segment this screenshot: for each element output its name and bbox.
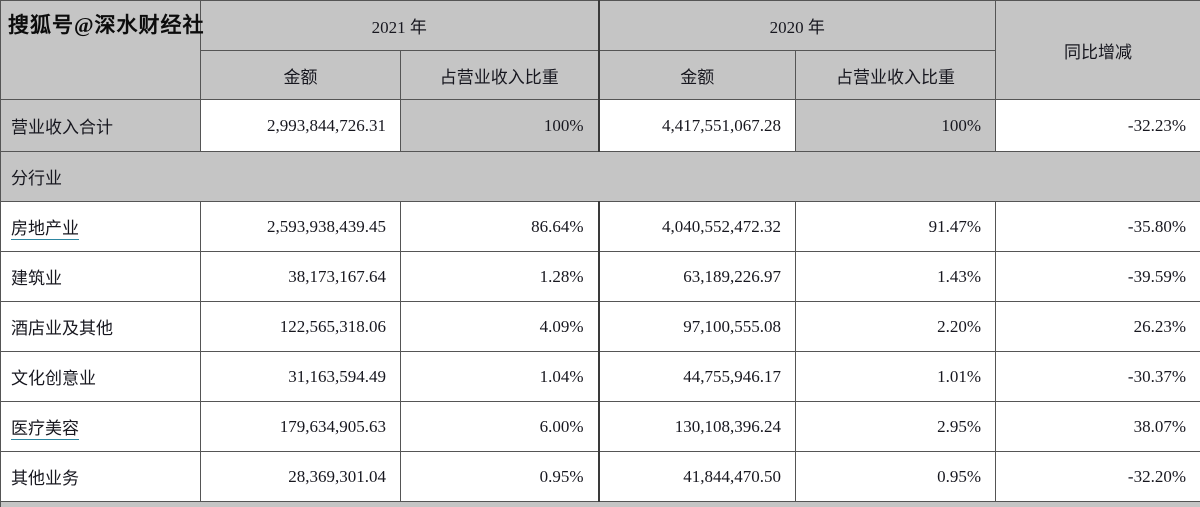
table-row-construction: 建筑业 38,173,167.64 1.28% 63,189,226.97 1.…: [0, 251, 1200, 302]
amount-2021: 2,593,938,439.45: [200, 201, 401, 252]
ratio-2020: 2.95%: [795, 401, 996, 452]
clipped-next-section-row: [0, 501, 1200, 507]
ratio-2020: 100%: [795, 99, 996, 152]
yoy-change: 26.23%: [995, 301, 1200, 352]
header-row-metrics: 金额 占营业收入比重 金额 占营业收入比重: [1, 50, 1200, 100]
amount-2021: 179,634,905.63: [200, 401, 401, 452]
row-label: 其他业务: [0, 451, 201, 502]
section-label: 分行业: [0, 151, 1200, 202]
row-label: 营业收入合计: [0, 99, 201, 152]
ratio-2020: 1.43%: [795, 251, 996, 302]
row-label[interactable]: 医疗美容: [11, 419, 79, 438]
ratio-2021: 86.64%: [400, 201, 599, 252]
yoy-change: -32.20%: [995, 451, 1200, 502]
clipped-section-cell: [0, 501, 1200, 507]
header-row-years: 2021 年 2020 年 同比增减: [0, 0, 1200, 100]
ratio-2020: 2.20%: [795, 301, 996, 352]
table-row-medical-beauty: 医疗美容 179,634,905.63 6.00% 130,108,396.24…: [0, 401, 1200, 452]
row-label-link[interactable]: 医疗美容: [0, 401, 201, 452]
ratio-2020: 91.47%: [795, 201, 996, 252]
amount-2020: 41,844,470.50: [597, 451, 796, 502]
ratio-2021: 4.09%: [400, 301, 599, 352]
amount-2020: 44,755,946.17: [597, 351, 796, 402]
amount-2021: 38,173,167.64: [200, 251, 401, 302]
table-row-total-revenue: 营业收入合计 2,993,844,726.31 100% 4,417,551,0…: [0, 99, 1200, 152]
amount-2021: 122,565,318.06: [200, 301, 401, 352]
ratio-2021: 1.04%: [400, 351, 599, 402]
year-2020-header: 2020 年: [597, 0, 996, 51]
amount-2021: 2,993,844,726.31: [200, 99, 401, 152]
yoy-change: -30.37%: [995, 351, 1200, 402]
ratio-2020: 0.95%: [795, 451, 996, 502]
yoy-change: -35.80%: [995, 201, 1200, 252]
amount-2020: 97,100,555.08: [597, 301, 796, 352]
amount-2020-header: 金额: [597, 50, 796, 100]
ratio-2020: 1.01%: [795, 351, 996, 402]
ratio-2021: 0.95%: [400, 451, 599, 502]
row-label[interactable]: 房地产业: [11, 219, 79, 238]
section-row-by-industry: 分行业: [0, 151, 1200, 202]
amount-2021: 31,163,594.49: [200, 351, 401, 402]
table-row-cultural-creative: 文化创意业 31,163,594.49 1.04% 44,755,946.17 …: [0, 351, 1200, 402]
year-2021-header: 2021 年: [200, 0, 599, 51]
amount-2020: 63,189,226.97: [597, 251, 796, 302]
amount-2021: 28,369,301.04: [200, 451, 401, 502]
ratio-2021: 6.00%: [400, 401, 599, 452]
yoy-change: 38.07%: [995, 401, 1200, 452]
yoy-change: -39.59%: [995, 251, 1200, 302]
table-row-hotel-and-other: 酒店业及其他 122,565,318.06 4.09% 97,100,555.0…: [0, 301, 1200, 352]
table-row-other-business: 其他业务 28,369,301.04 0.95% 41,844,470.50 0…: [0, 451, 1200, 502]
amount-2020: 4,417,551,067.28: [597, 99, 796, 152]
watermark-text: 搜狐号@深水财经社: [8, 13, 205, 37]
ratio-2021: 1.28%: [400, 251, 599, 302]
yoy-change: -32.23%: [995, 99, 1200, 152]
ratio-2020-header: 占营业收入比重: [795, 50, 996, 100]
table-row-real-estate: 房地产业 2,593,938,439.45 86.64% 4,040,552,4…: [0, 201, 1200, 252]
amount-2020: 4,040,552,472.32: [597, 201, 796, 252]
row-label: 酒店业及其他: [0, 301, 201, 352]
amount-2020: 130,108,396.24: [597, 401, 796, 452]
ratio-2021-header: 占营业收入比重: [400, 50, 599, 100]
row-label-link[interactable]: 房地产业: [0, 201, 201, 252]
yoy-change-header: 同比增减: [995, 0, 1200, 100]
row-label: 建筑业: [0, 251, 201, 302]
corner-blank-cell: [0, 0, 201, 100]
amount-2021-header: 金额: [200, 50, 401, 100]
row-label: 文化创意业: [0, 351, 201, 402]
ratio-2021: 100%: [400, 99, 599, 152]
